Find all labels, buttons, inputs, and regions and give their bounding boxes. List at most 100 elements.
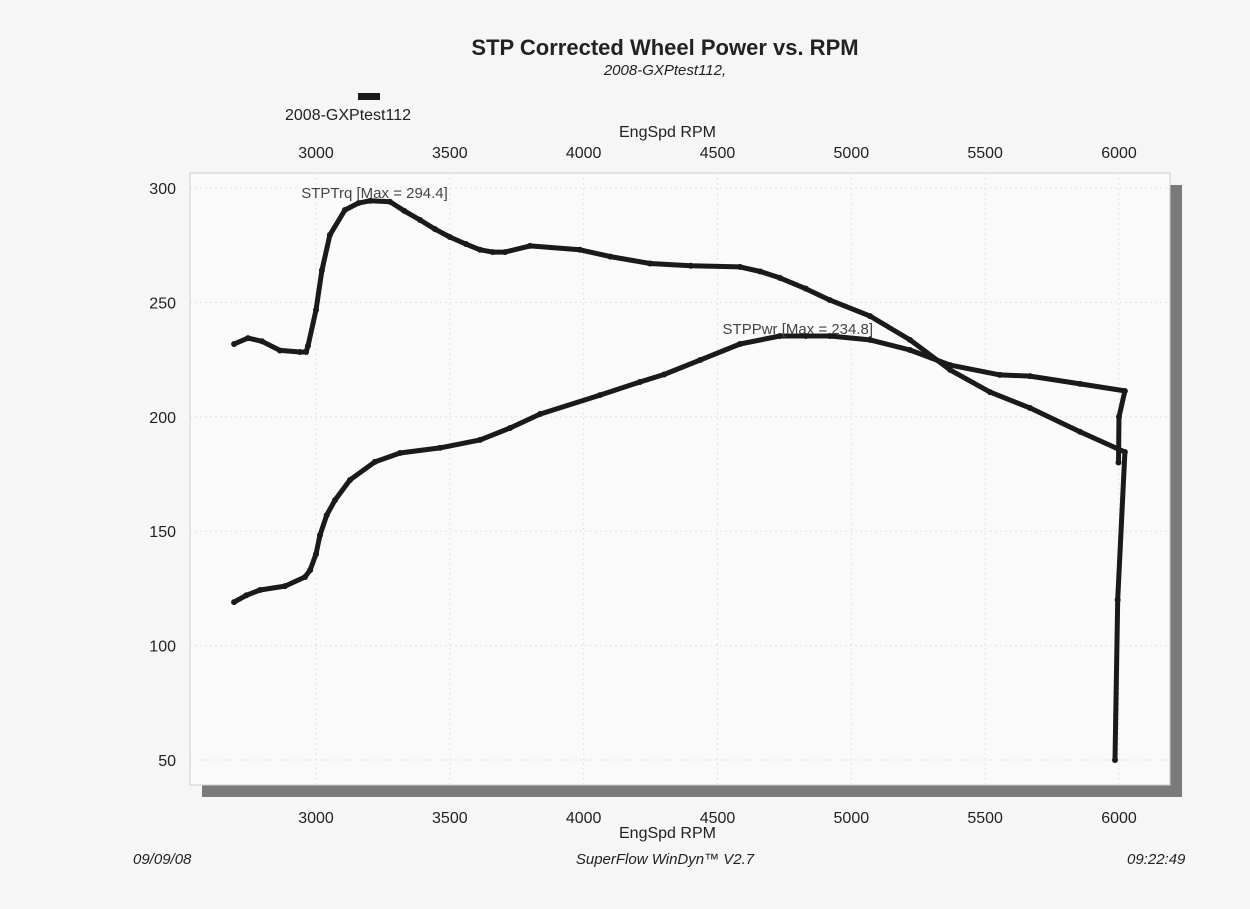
chart-title: STP Corrected Wheel Power vs. RPM [471, 35, 859, 60]
data-point-stppwr [776, 333, 783, 340]
x-tick-label-top: 3500 [432, 145, 468, 162]
data-point-stppwr [302, 573, 309, 580]
data-point-stppwr [317, 532, 324, 539]
y-tick-label: 200 [149, 410, 176, 427]
annotation-stptrq: STPTrq [Max = 294.4] [301, 185, 448, 202]
x-tick-label-top: 4000 [566, 145, 602, 162]
data-point-stptrq [576, 246, 583, 253]
data-point-stptrq [386, 198, 393, 205]
data-point-stppwr [281, 583, 288, 590]
data-point-stppwr [636, 379, 643, 386]
data-point-stptrq [446, 233, 453, 240]
data-point-stptrq [318, 267, 325, 274]
data-point-stppwr [332, 497, 339, 504]
data-point-stppwr [537, 411, 544, 418]
x-tick-label-bottom: 4500 [700, 810, 736, 827]
data-point-stppwr [1116, 413, 1122, 420]
data-point-stptrq [1114, 596, 1121, 603]
data-point-stptrq [1026, 404, 1033, 411]
data-point-stptrq [906, 336, 913, 343]
y-tick-label: 150 [149, 524, 176, 541]
data-point-stptrq [867, 313, 874, 320]
data-point-stptrq [462, 241, 469, 248]
data-point-stptrq [1121, 449, 1128, 456]
data-point-stppwr [307, 567, 314, 574]
chart-subtitle: 2008-GXPtest112, [603, 62, 727, 79]
data-point-stppwr [436, 444, 443, 451]
data-point-stppwr [1115, 459, 1122, 466]
data-point-stppwr [243, 592, 250, 599]
data-point-stptrq [367, 197, 374, 204]
data-point-stppwr [906, 346, 913, 353]
x-tick-label-bottom: 5500 [967, 810, 1003, 827]
data-point-stptrq [326, 231, 333, 238]
data-point-stppwr [660, 371, 667, 378]
series-line-stppwr [231, 333, 1128, 605]
data-point-stptrq [1111, 757, 1118, 763]
data-point-stptrq [477, 246, 484, 253]
data-point-stppwr [596, 392, 603, 399]
data-point-stptrq [231, 341, 238, 348]
data-point-stptrq [527, 242, 534, 249]
data-point-stptrq [607, 253, 614, 260]
data-point-stppwr [1121, 387, 1128, 394]
data-point-stptrq [647, 260, 654, 267]
data-point-stptrq [341, 206, 348, 213]
data-point-stppwr [1077, 380, 1084, 387]
data-point-stptrq [501, 249, 508, 256]
data-point-stptrq [757, 268, 764, 275]
legend-label: 2008-GXPtest112 [285, 107, 412, 124]
data-point-stppwr [996, 371, 1003, 378]
annotation-stppwr: STPPwr [Max = 234.8] [723, 321, 873, 338]
x-tick-label-bottom: 3000 [298, 810, 334, 827]
data-point-stppwr [867, 336, 874, 343]
x-axis-label-top: EngSpd RPM [619, 124, 716, 141]
data-point-stppwr [697, 357, 704, 364]
footer-date: 09/09/08 [133, 851, 192, 868]
y-tick-label: 300 [149, 181, 176, 198]
data-point-stptrq [304, 342, 311, 349]
data-point-stptrq [802, 285, 809, 292]
y-tick-label: 250 [149, 295, 176, 312]
data-point-stptrq [947, 366, 954, 373]
data-point-stppwr [313, 551, 319, 558]
data-point-stppwr [1026, 373, 1033, 380]
data-point-stptrq [313, 306, 319, 313]
data-point-stptrq [245, 335, 252, 342]
data-point-stptrq [432, 226, 439, 233]
x-tick-label-bottom: 3500 [432, 810, 468, 827]
data-point-stppwr [507, 425, 514, 432]
data-point-stptrq [776, 274, 783, 281]
x-tick-label-top: 5000 [834, 145, 870, 162]
y-tick-label: 50 [158, 753, 176, 770]
data-point-stppwr [346, 476, 353, 483]
footer-software: SuperFlow WinDyn™ V2.7 [575, 851, 755, 868]
data-point-stptrq [736, 263, 743, 270]
legend-swatch [358, 93, 380, 100]
data-point-stppwr [477, 436, 484, 443]
x-tick-label-bottom: 5000 [834, 810, 870, 827]
data-point-stptrq [489, 249, 496, 256]
data-point-stptrq [986, 389, 993, 396]
data-point-stppwr [371, 458, 378, 465]
data-point-stptrq [687, 262, 694, 269]
data-point-stppwr [231, 599, 238, 606]
x-axis-label-bottom: EngSpd RPM [619, 825, 716, 842]
data-point-stptrq [276, 347, 283, 354]
data-point-stptrq [401, 207, 408, 214]
data-point-stptrq [1077, 428, 1084, 435]
data-point-stptrq [296, 349, 303, 356]
footer-time: 09:22:49 [1127, 851, 1186, 868]
y-tick-label: 100 [149, 639, 176, 656]
data-point-stppwr [826, 333, 833, 340]
x-tick-label-top: 6000 [1101, 145, 1137, 162]
data-point-stppwr [736, 341, 743, 348]
x-tick-label-bottom: 6000 [1101, 810, 1137, 827]
data-point-stppwr [397, 449, 404, 456]
x-tick-label-top: 5500 [967, 145, 1003, 162]
data-point-stptrq [417, 217, 424, 224]
data-point-stppwr [947, 362, 954, 369]
x-tick-label-top: 3000 [298, 145, 334, 162]
data-point-stptrq [826, 297, 833, 304]
